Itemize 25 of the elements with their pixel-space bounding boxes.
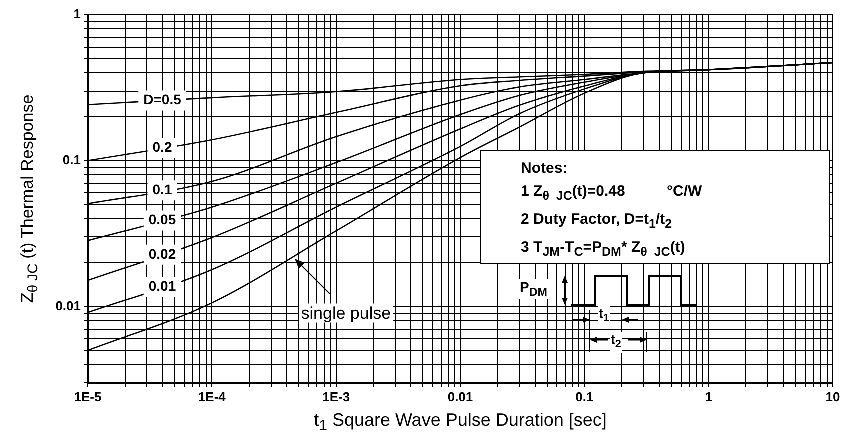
x-tick-label: 0.1: [576, 389, 594, 404]
x-tick-label: 1E-4: [198, 389, 227, 404]
x-tick-label: 1E-5: [74, 389, 102, 404]
x-tick-label: 10: [826, 389, 840, 404]
series-label: D=0.5: [144, 92, 182, 108]
series-label: 0.02: [148, 246, 176, 262]
series-label: 0.1: [152, 181, 172, 198]
y-tick-label: 0.1: [62, 152, 81, 168]
series-label: 0.05: [148, 212, 176, 228]
annotation: P$_{DM}$: [518, 279, 550, 299]
y-tick-label: 0.01: [56, 298, 81, 314]
annotation: 1 Z$_{θ JC}$(t)=0.48 °C/W: [521, 182, 704, 205]
annotation: single pulse: [301, 304, 392, 323]
series-label: 0.2: [152, 139, 172, 156]
x-tick-label: 0.01: [448, 389, 474, 404]
annotation: 2 Duty Factor, D=t$_{1}$/t$_{2}$: [521, 210, 674, 233]
notes-panel: Notes: 1 Z$_{θ JC}$(t)=0.48 °C/W 2 Duty Factor, D=t$_{1}$/t$_{2}$ 3 T$_{JM}$-T$_{C}$=P$_{DM}$* Z$_{θ JC}$(t): [480, 150, 830, 264]
x-tick-label: 1: [705, 389, 712, 404]
y-tick-label: 1: [74, 6, 81, 22]
series-label: 0.01: [148, 278, 176, 294]
annotation: t$_{1}$: [598, 306, 610, 327]
annotation: t$_{2}$: [610, 332, 622, 353]
x-tick-label: 1E-3: [322, 389, 350, 404]
annotation: Notes:: [521, 159, 569, 179]
x-axis-title: t$_{1}$ Square Wave Pulse Duration [sec]: [313, 410, 608, 435]
